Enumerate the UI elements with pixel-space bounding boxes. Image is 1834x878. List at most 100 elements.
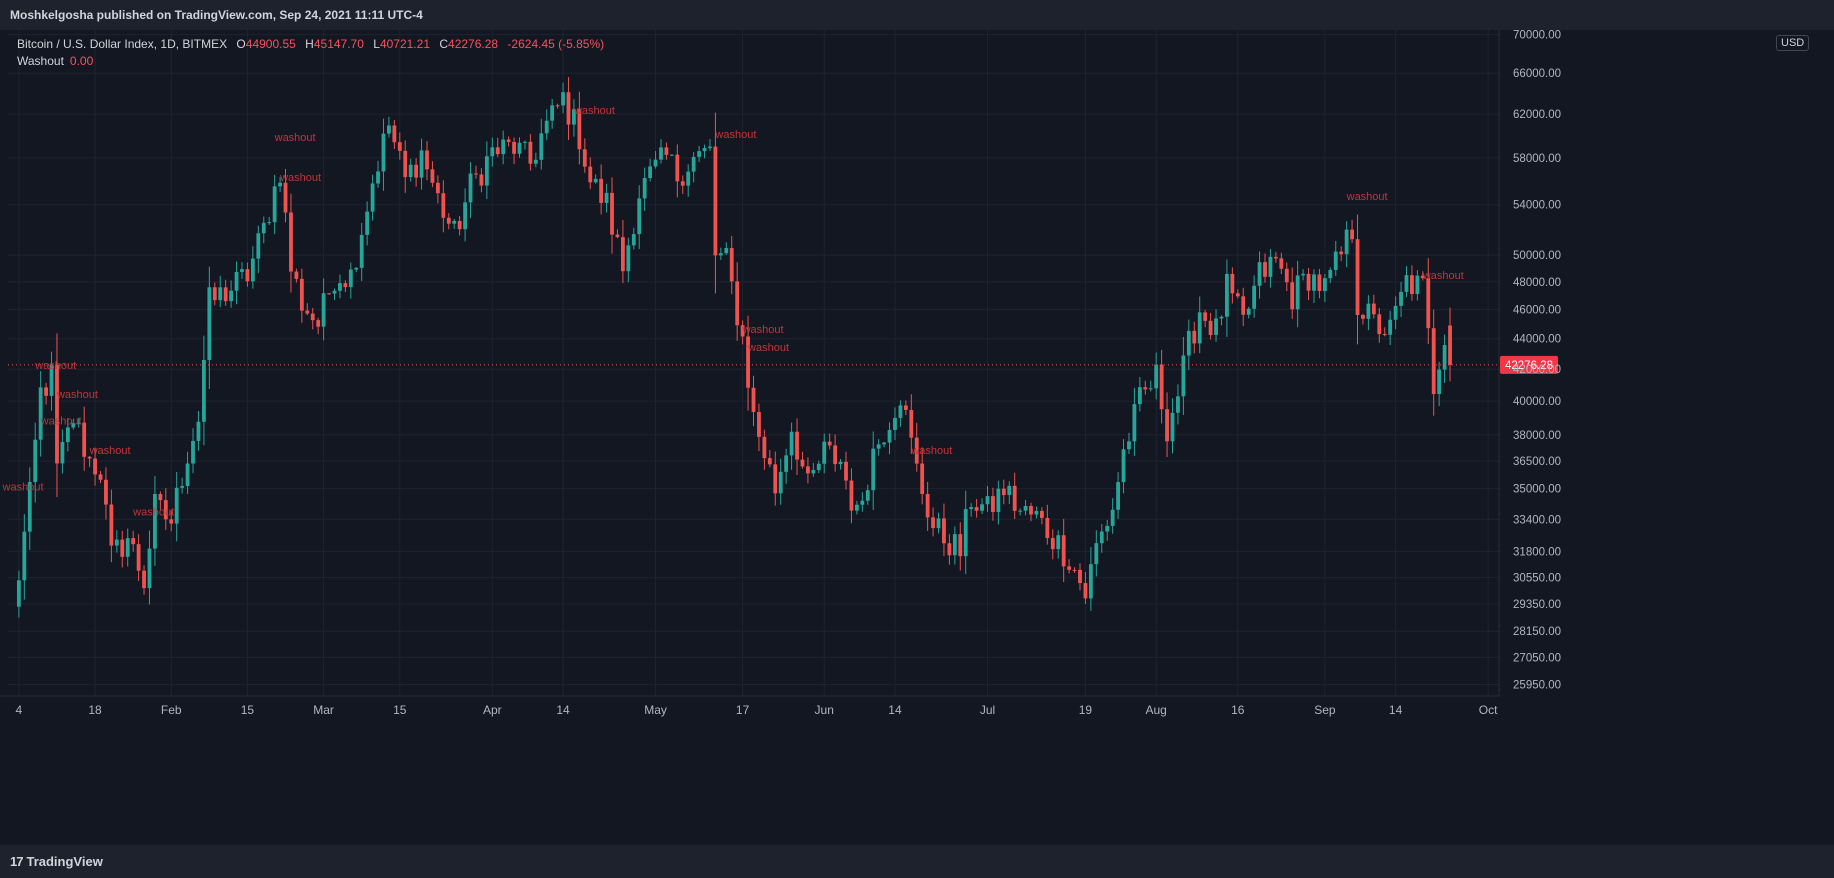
indicator-row[interactable]: Washout 0.00: [17, 53, 604, 70]
candle-body: [533, 159, 538, 164]
candle-body: [1328, 269, 1333, 279]
candle-body: [1137, 387, 1142, 405]
candle-body: [697, 151, 701, 157]
candle-body: [1241, 296, 1246, 315]
candle-body: [925, 493, 930, 518]
candle-body: [1197, 312, 1202, 344]
candle-body: [474, 173, 478, 175]
candle-body: [1273, 256, 1278, 259]
candle-body: [659, 147, 663, 160]
y-tick-label: 58000.00: [1513, 153, 1561, 165]
candle-body: [1088, 564, 1093, 599]
last-price: 42276.28: [8, 355, 1558, 374]
chart-legend: Bitcoin / U.S. Dollar Index, 1D, BITMEX …: [17, 36, 604, 70]
candle-body: [1225, 273, 1229, 317]
candle-body: [615, 234, 620, 238]
candle-body: [1001, 488, 1006, 496]
washout-annotation: washout: [89, 445, 131, 457]
candle-body: [724, 248, 729, 254]
washout-annotation: washout: [742, 324, 784, 336]
candle-body: [1344, 229, 1349, 255]
candle-body: [626, 245, 631, 272]
washout-annotation: washout: [573, 105, 615, 117]
candle-body: [1312, 274, 1316, 291]
candle-body: [338, 283, 342, 291]
candle-body: [430, 169, 435, 183]
y-tick-label: 33400.00: [1513, 514, 1561, 526]
y-tick-label: 28150.00: [1513, 626, 1561, 638]
y-tick-label: 25950.00: [1513, 680, 1561, 692]
candle-body: [604, 192, 609, 203]
candle-body: [1431, 328, 1436, 395]
candle-body: [408, 164, 413, 178]
candle-body: [196, 421, 201, 441]
x-tick-label: Oct: [1479, 703, 1498, 717]
candle-body: [1116, 482, 1120, 510]
candle-body: [1034, 510, 1039, 515]
candle-body: [1322, 278, 1327, 292]
candle-body: [147, 548, 152, 589]
candle-body: [610, 192, 614, 235]
candle-body: [1290, 282, 1295, 310]
candle-body: [1007, 485, 1012, 496]
candle-body: [501, 139, 506, 155]
candle-body: [1143, 387, 1148, 390]
candle-body: [947, 543, 952, 556]
candle-body: [871, 448, 876, 491]
candle-body: [278, 182, 282, 187]
candle-body: [381, 133, 386, 172]
candle-body: [495, 147, 500, 155]
candle-body: [169, 519, 174, 524]
candle-body: [860, 500, 865, 505]
candle-body: [441, 193, 446, 218]
chart-area[interactable]: washout washout washout washout washout washo…: [0, 30, 1834, 845]
candle-body: [593, 178, 598, 183]
candle-body: [528, 141, 533, 164]
candle-body: [316, 320, 321, 327]
x-tick-label: Jul: [980, 703, 995, 717]
candle-body: [484, 156, 489, 186]
candle-body: [1078, 569, 1082, 584]
symbol-description: Bitcoin / U.S. Dollar Index, 1D, BITMEX: [17, 37, 228, 51]
washout-annotation: washout: [910, 445, 952, 457]
y-tick-label: 48000.00: [1513, 277, 1561, 289]
candlestick-chart[interactable]: washout washout washout washout washout washo…: [0, 30, 1834, 845]
candle-body: [1448, 325, 1452, 365]
candle-body: [816, 463, 821, 470]
candle-body: [82, 422, 87, 457]
x-tick-label: 15: [393, 703, 407, 717]
candle-body: [327, 293, 331, 295]
candle-body: [1023, 505, 1028, 511]
tradingview-logo[interactable]: 17 TradingView: [10, 854, 103, 869]
candle-body: [201, 359, 206, 422]
candle-body: [174, 487, 179, 524]
high-label: H: [305, 37, 314, 51]
candle-body: [1355, 239, 1360, 315]
candle-body: [1105, 525, 1110, 532]
tradingview-logo-icon: 17: [10, 854, 24, 869]
candle-body: [664, 147, 669, 155]
candle-body: [283, 182, 288, 213]
candle-body: [153, 494, 157, 549]
candle-body: [931, 517, 935, 529]
candle-body: [980, 504, 984, 511]
candle-body: [321, 293, 326, 327]
candle-body: [822, 441, 827, 464]
y-tick-label: 35000.00: [1513, 484, 1561, 496]
axes: 70000.00 66000.00 62000.00 58000.00 54000.00…: [0, 30, 1561, 717]
x-tick-label: May: [644, 703, 667, 717]
candle-body: [620, 237, 625, 272]
x-tick-label: 17: [736, 703, 750, 717]
candle-body: [1437, 369, 1442, 395]
candle-body: [392, 125, 397, 143]
candle-body: [1110, 509, 1115, 526]
candle-body: [893, 417, 897, 430]
washout-annotation: washout: [56, 389, 98, 401]
currency-badge[interactable]: USD: [1776, 35, 1810, 51]
y-tick-label: 29350.00: [1513, 599, 1561, 611]
candle-body: [359, 234, 364, 268]
x-tick-label: 4: [16, 703, 23, 717]
candle-body: [844, 461, 848, 481]
candle-body: [245, 269, 250, 282]
candle-body: [1361, 314, 1365, 319]
